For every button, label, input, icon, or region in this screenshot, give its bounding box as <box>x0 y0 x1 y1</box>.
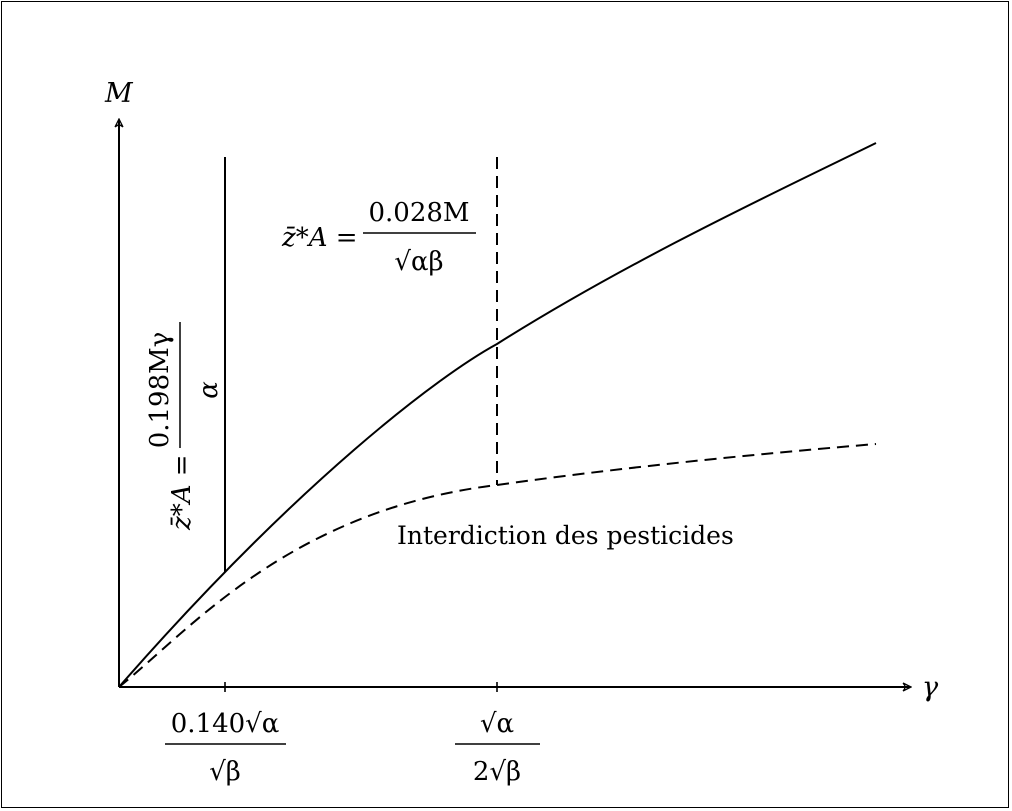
svg-text:z̄*A =: z̄*A = <box>281 223 358 253</box>
solid-curve <box>118 142 877 688</box>
svg-text:√αβ: √αβ <box>394 247 443 277</box>
x-axis-label: γ <box>922 672 939 703</box>
svg-text:0.028M: 0.028M <box>368 198 469 228</box>
svg-text:√β: √β <box>209 757 241 787</box>
y-axis-label: M <box>104 78 134 109</box>
x-tick-label-1: 0.140√α √β <box>165 709 286 787</box>
svg-text:α: α <box>194 381 224 399</box>
svg-text:2√β: 2√β <box>473 757 521 787</box>
svg-text:z̄*A =: z̄*A = <box>167 454 197 531</box>
formula-vertical: z̄*A = 0.198Mγ α <box>145 322 224 531</box>
svg-text:√α: √α <box>480 709 514 739</box>
region-label: Interdiction des pesticides <box>397 521 734 550</box>
svg-text:0.198Mγ: 0.198Mγ <box>145 332 175 449</box>
formula-dashed: z̄*A = 0.028M √αβ <box>281 198 476 277</box>
svg-text:0.140√α: 0.140√α <box>171 709 280 739</box>
dashed-curve <box>118 443 877 688</box>
x-tick-label-2: √α 2√β <box>455 709 540 787</box>
